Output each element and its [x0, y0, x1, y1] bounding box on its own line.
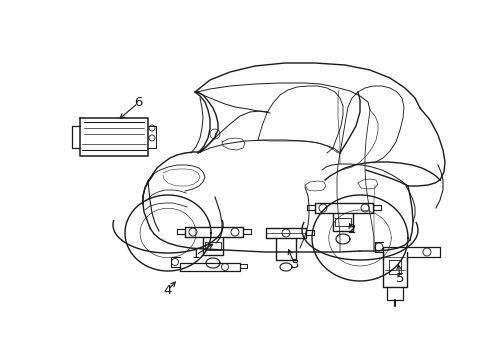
Text: 5: 5 [395, 271, 404, 284]
Text: 2: 2 [347, 224, 356, 237]
Text: 6: 6 [134, 96, 142, 109]
Text: 3: 3 [290, 258, 299, 271]
Text: 1: 1 [191, 248, 200, 261]
Text: 4: 4 [163, 284, 172, 297]
